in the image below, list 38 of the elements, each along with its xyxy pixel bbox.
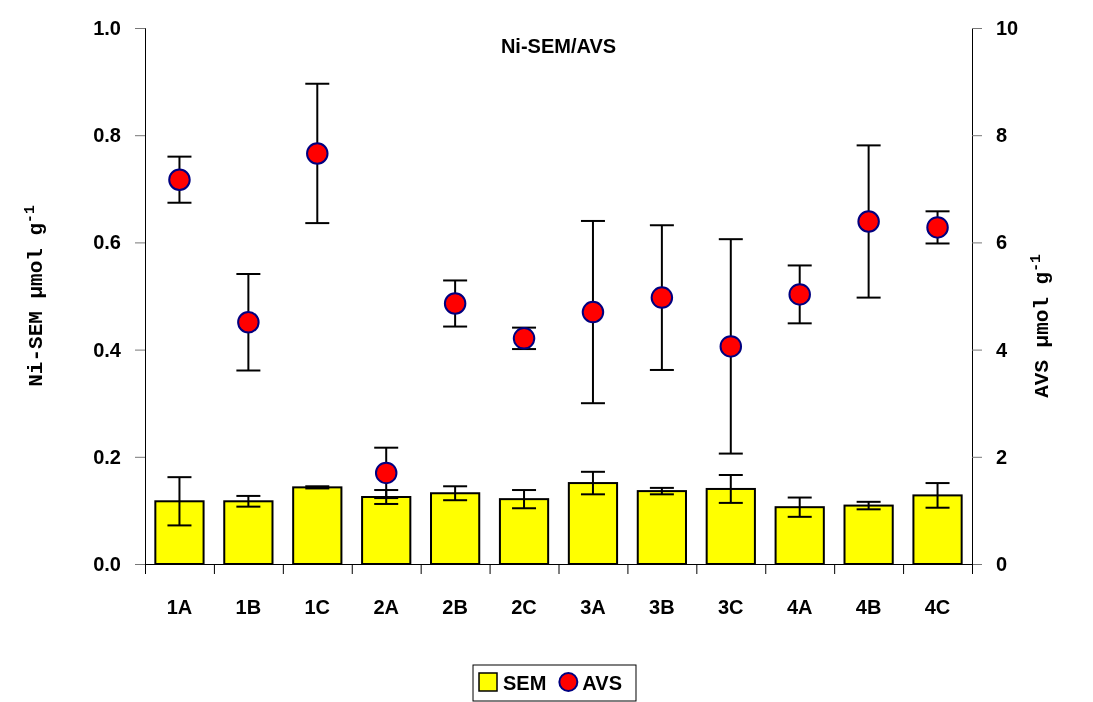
point — [168, 168, 191, 191]
x-tick-label: 2C — [511, 596, 537, 618]
point — [650, 286, 674, 309]
legend-label: AVS — [582, 672, 622, 694]
y-tick-label: 0.2 — [93, 445, 121, 468]
y2-tick-label: 10 — [996, 16, 1019, 39]
point — [926, 216, 949, 239]
y-tick-label: 0.6 — [93, 231, 121, 254]
x-tick-label: 4C — [924, 596, 951, 618]
y2-tick-label: 2 — [996, 445, 1008, 468]
x-tick-label: 2B — [442, 596, 468, 618]
x-tick-label: 1A — [166, 596, 193, 618]
x-tick-label: 3B — [649, 596, 675, 618]
point — [374, 461, 398, 485]
x-tick-label: 1B — [235, 596, 262, 618]
y2-tick-label: 0 — [996, 552, 1008, 575]
point — [306, 142, 329, 165]
point — [857, 210, 880, 233]
x-tick-label: 3C — [718, 596, 744, 618]
y-tick-label: 0.4 — [93, 338, 122, 361]
x-tick-label: 1C — [304, 596, 331, 618]
y2-tick-label: 6 — [996, 231, 1008, 254]
point — [443, 292, 467, 315]
x-tick-label: 4A — [786, 596, 813, 618]
y2-tick-label: 8 — [996, 124, 1008, 147]
x-tick-label: 4B — [855, 596, 882, 618]
y-tick-label: 0.0 — [93, 552, 121, 575]
x-tick-label: 3A — [580, 596, 606, 618]
legend-label: SEM — [503, 672, 547, 694]
point — [581, 300, 605, 324]
chart-title: Ni-SEM/AVS — [500, 35, 617, 57]
point — [719, 335, 743, 358]
x-tick-label: 2A — [373, 596, 399, 618]
y2-tick-label: 4 — [996, 338, 1008, 361]
y-tick-label: 0.8 — [93, 124, 121, 147]
point — [788, 283, 811, 306]
point — [237, 311, 260, 334]
y-tick-label: 1.0 — [93, 16, 121, 39]
